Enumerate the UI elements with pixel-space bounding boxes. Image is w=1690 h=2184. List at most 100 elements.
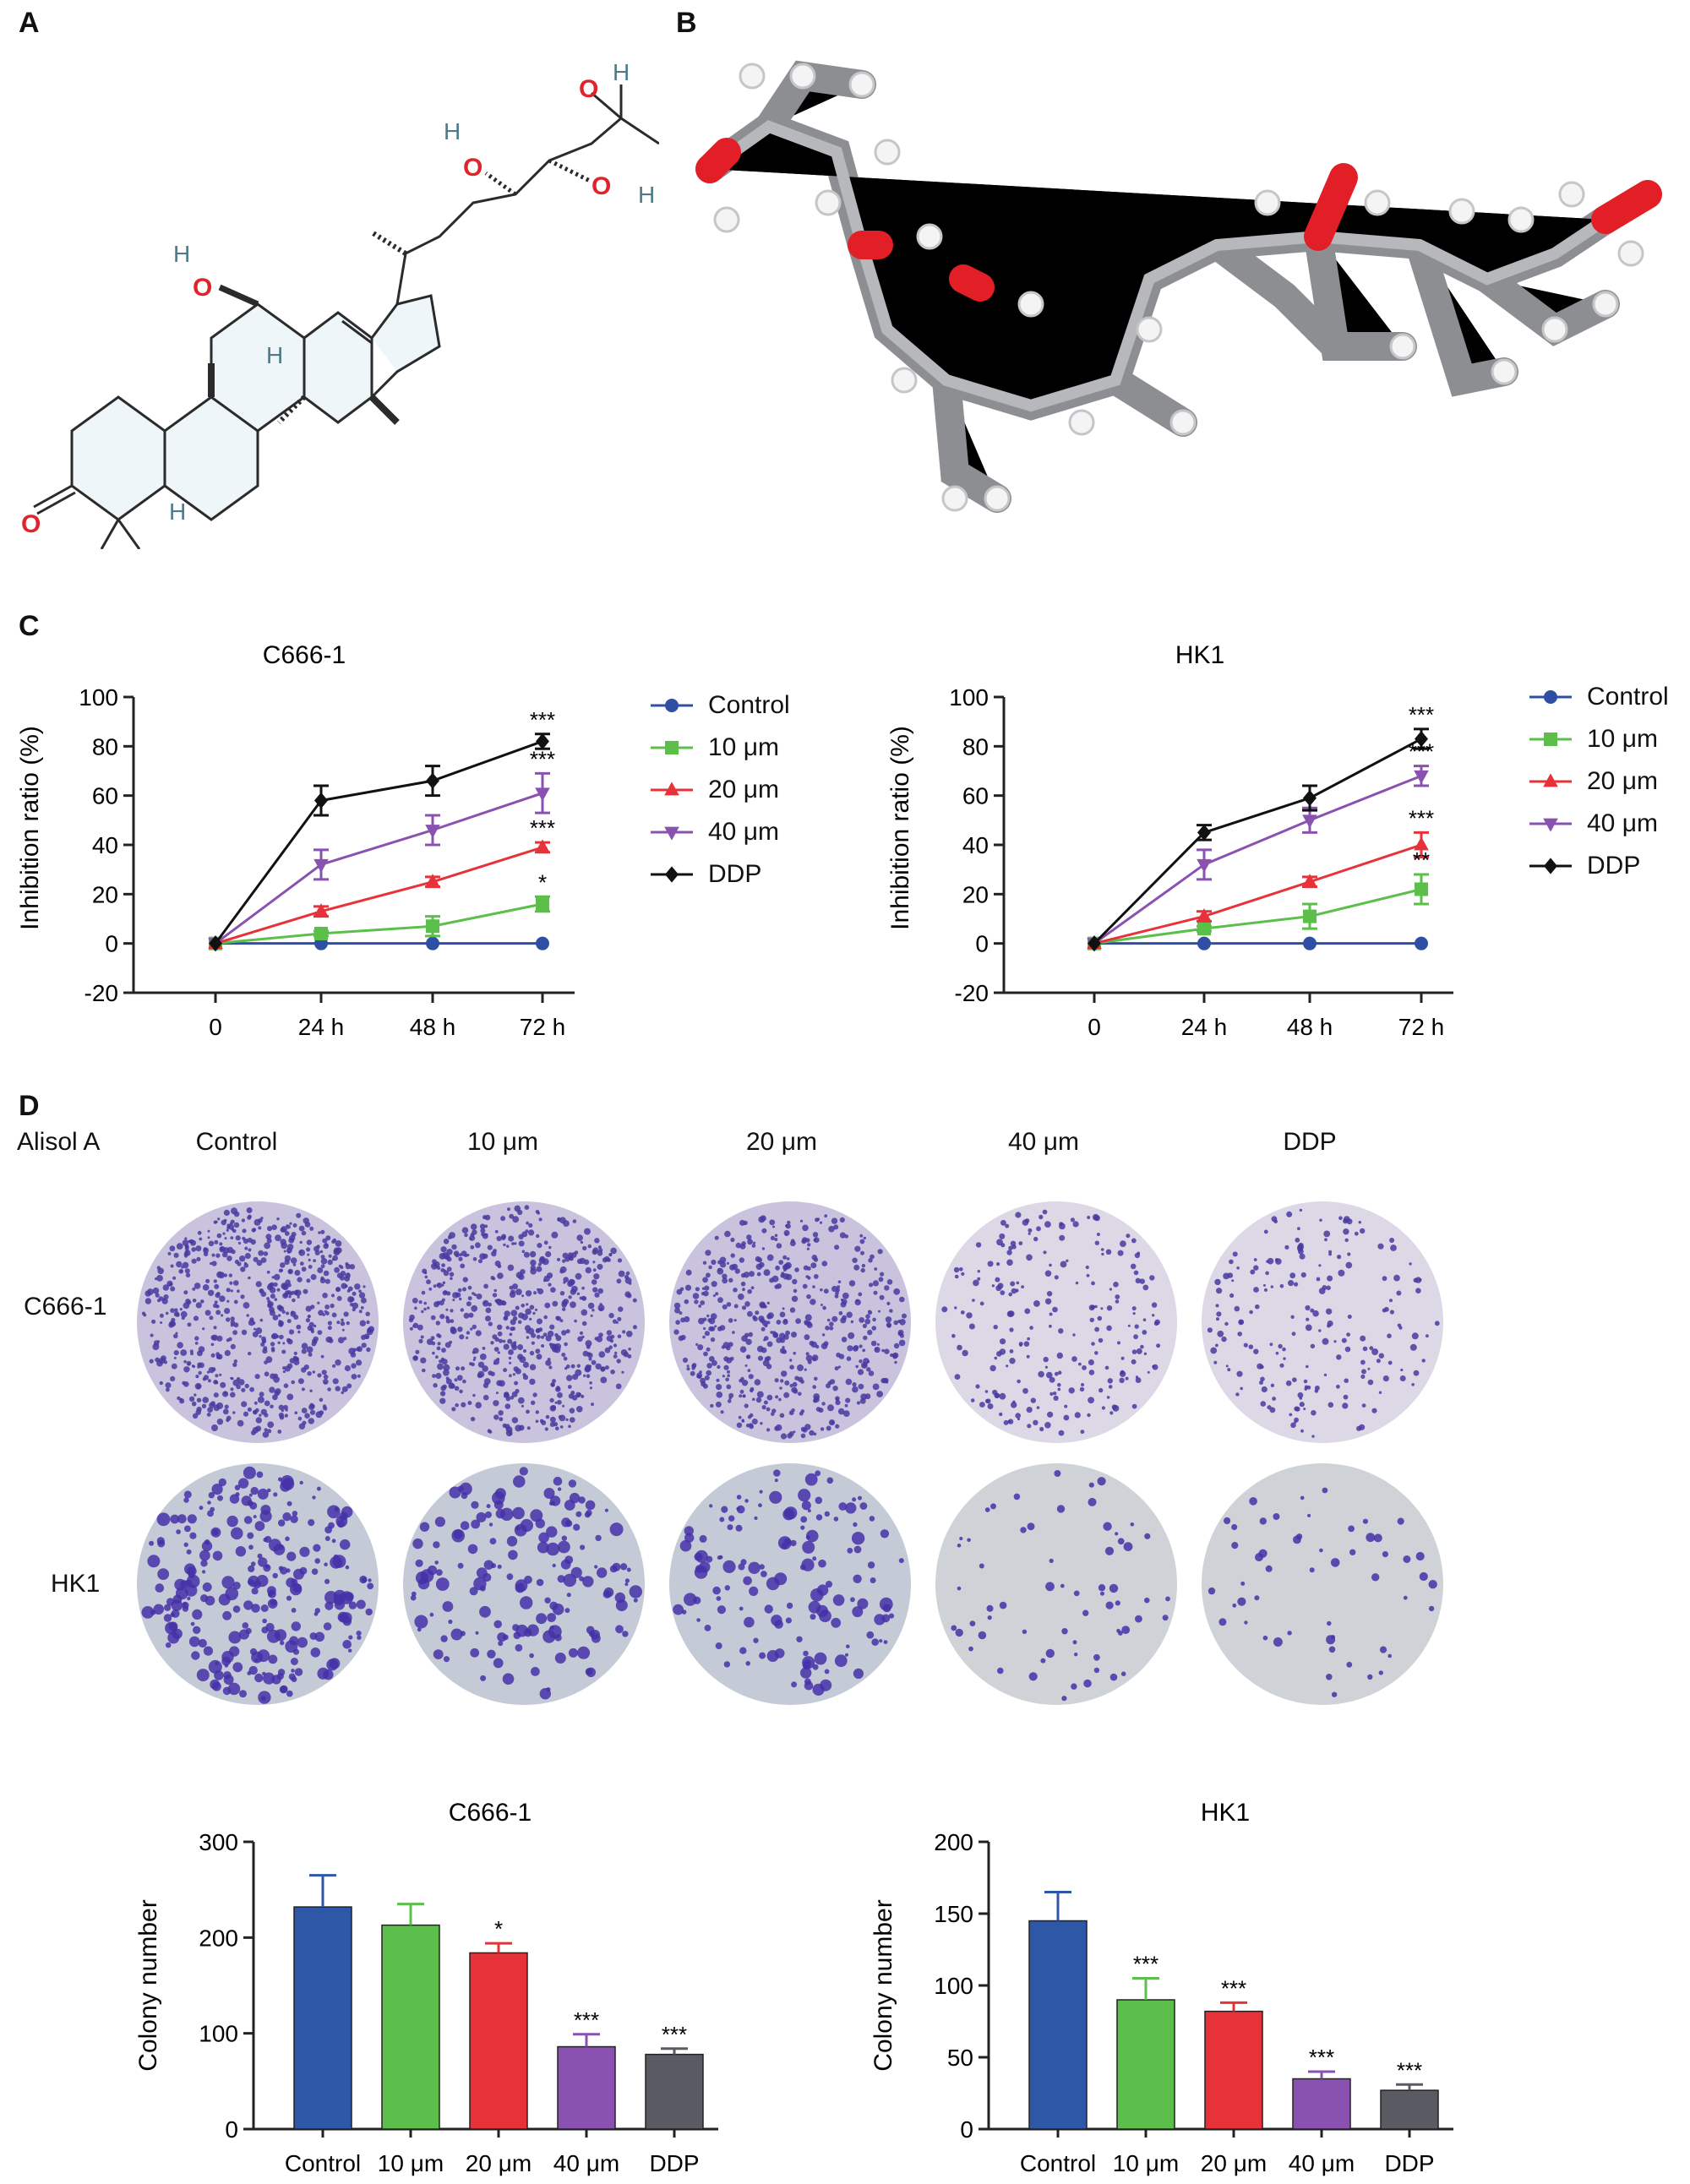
colony bbox=[471, 1304, 478, 1312]
colony bbox=[1131, 1238, 1137, 1244]
colony bbox=[1319, 1218, 1322, 1222]
colony bbox=[685, 1269, 692, 1276]
atom-h-5: H bbox=[169, 498, 186, 525]
colony bbox=[254, 1673, 264, 1683]
colony bbox=[216, 1233, 222, 1239]
colony bbox=[536, 1266, 542, 1272]
colony bbox=[1274, 1258, 1278, 1262]
colony bbox=[800, 1667, 812, 1679]
colony bbox=[1116, 1628, 1120, 1633]
colony bbox=[805, 1352, 810, 1356]
colony bbox=[301, 1348, 307, 1354]
colony bbox=[458, 1256, 463, 1261]
colony bbox=[815, 1514, 823, 1521]
colony bbox=[608, 1312, 614, 1319]
colony bbox=[451, 1244, 457, 1250]
colony bbox=[846, 1311, 853, 1318]
colony bbox=[1081, 1383, 1084, 1386]
colony bbox=[804, 1368, 807, 1371]
colony bbox=[247, 1500, 254, 1506]
colony bbox=[784, 1233, 788, 1236]
line-chart-ylabel: Inhibition ratio (%) bbox=[16, 726, 44, 930]
colony bbox=[585, 1266, 592, 1274]
colony bbox=[1027, 1337, 1030, 1341]
colony bbox=[1094, 1326, 1099, 1332]
colony bbox=[189, 1349, 194, 1353]
colony bbox=[691, 1363, 697, 1368]
colony bbox=[475, 1330, 482, 1337]
colony bbox=[230, 1236, 234, 1239]
colony bbox=[1053, 1395, 1059, 1401]
colony bbox=[1232, 1251, 1238, 1257]
colony bbox=[1328, 1250, 1333, 1254]
colony bbox=[1361, 1403, 1366, 1408]
colony bbox=[347, 1286, 353, 1292]
colony bbox=[493, 1620, 502, 1629]
colony bbox=[785, 1224, 788, 1228]
colony bbox=[532, 1392, 537, 1397]
colony bbox=[155, 1293, 160, 1298]
colony bbox=[306, 1239, 313, 1245]
colony bbox=[957, 1344, 962, 1351]
colony bbox=[782, 1508, 795, 1521]
colony bbox=[1008, 1310, 1015, 1317]
colony bbox=[202, 1397, 209, 1403]
colony bbox=[711, 1259, 717, 1266]
colony bbox=[1028, 1232, 1031, 1235]
colony bbox=[292, 1511, 298, 1517]
colony bbox=[886, 1279, 893, 1285]
colony bbox=[156, 1340, 160, 1343]
colony bbox=[286, 1311, 290, 1315]
colony bbox=[224, 1237, 227, 1240]
colony bbox=[1318, 1264, 1322, 1267]
colony bbox=[228, 1631, 242, 1644]
colony bbox=[852, 1606, 864, 1618]
colony bbox=[299, 1480, 303, 1485]
colony bbox=[213, 1220, 217, 1224]
colony bbox=[219, 1242, 223, 1246]
colony bbox=[327, 1259, 333, 1266]
colony bbox=[600, 1366, 606, 1372]
colony bbox=[490, 1371, 495, 1376]
colony bbox=[850, 1320, 854, 1324]
colony bbox=[1049, 1324, 1052, 1328]
colony bbox=[546, 1526, 558, 1538]
colony bbox=[531, 1400, 536, 1405]
colony bbox=[568, 1278, 575, 1286]
colony bbox=[307, 1371, 312, 1376]
colony bbox=[727, 1374, 730, 1377]
colony bbox=[514, 1242, 517, 1245]
colony bbox=[444, 1342, 451, 1348]
colony bbox=[1121, 1626, 1131, 1634]
colony bbox=[728, 1318, 733, 1323]
colony bbox=[205, 1278, 210, 1283]
colony bbox=[1029, 1326, 1033, 1330]
colony bbox=[726, 1302, 732, 1307]
colony bbox=[185, 1250, 188, 1254]
colony bbox=[470, 1327, 473, 1331]
y-tick-label: 0 bbox=[105, 931, 118, 957]
legend-swatch bbox=[651, 826, 693, 841]
colony bbox=[1259, 1517, 1267, 1525]
bar-chart-ylabel: Colony number bbox=[870, 1899, 897, 2071]
colony bbox=[453, 1250, 460, 1256]
colony bbox=[581, 1335, 585, 1339]
colony bbox=[155, 1357, 160, 1363]
colony bbox=[800, 1516, 808, 1523]
colony bbox=[632, 1298, 637, 1303]
colony bbox=[838, 1310, 843, 1315]
colony bbox=[476, 1567, 488, 1579]
colony bbox=[420, 1335, 424, 1339]
colony bbox=[260, 1257, 267, 1263]
colony bbox=[243, 1600, 254, 1610]
colony bbox=[788, 1410, 794, 1416]
colony bbox=[569, 1492, 581, 1504]
colony bbox=[820, 1343, 828, 1349]
colony bbox=[723, 1661, 731, 1668]
colony bbox=[989, 1364, 996, 1372]
colony bbox=[792, 1278, 798, 1285]
colony bbox=[1253, 1287, 1259, 1293]
colony bbox=[250, 1561, 256, 1566]
colony bbox=[1073, 1590, 1080, 1597]
colony bbox=[191, 1651, 200, 1660]
